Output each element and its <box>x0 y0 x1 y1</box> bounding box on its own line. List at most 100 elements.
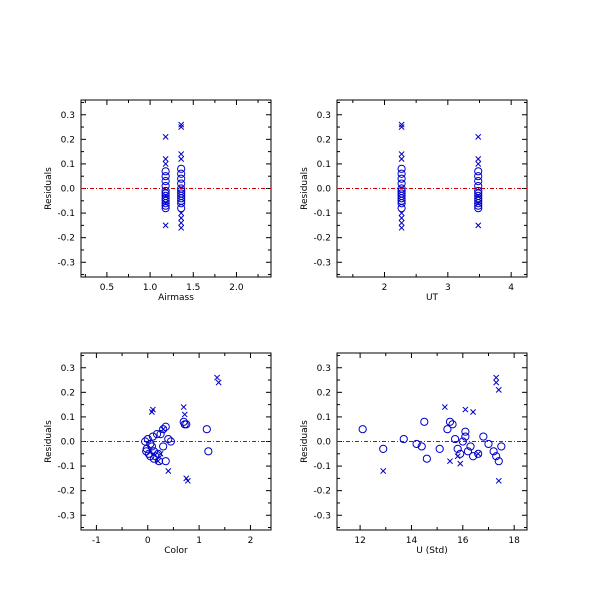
y-tick-label: 0.0 <box>61 185 76 195</box>
y-tick-label: 0.2 <box>317 135 331 145</box>
circle-marker <box>443 425 452 434</box>
circle-marker <box>435 444 444 453</box>
y-tick-label: 0.0 <box>317 438 332 448</box>
cross-marker <box>215 379 222 386</box>
circle-marker <box>453 444 462 453</box>
cross-marker <box>398 224 405 231</box>
cross-stroke <box>162 222 169 229</box>
cross-marker <box>178 215 185 221</box>
y-axis-label: Residuals <box>44 167 54 210</box>
y-tick-label: -0.3 <box>313 511 331 521</box>
circle-marker <box>164 434 173 444</box>
y-tick-label: 0.3 <box>61 364 75 374</box>
circle-marker <box>161 204 170 213</box>
circle-marker <box>397 174 406 183</box>
cross-stroke <box>475 156 482 162</box>
cross-stroke <box>160 426 167 433</box>
y-tick-label: -0.2 <box>57 234 75 244</box>
circle-marker <box>474 199 483 208</box>
circle-marker <box>445 417 455 426</box>
circle-marker <box>461 427 470 436</box>
cross-stroke <box>441 404 448 411</box>
x-axis-label: Airmass <box>158 293 194 303</box>
y-tick-label: -0.3 <box>57 511 75 521</box>
cross-marker <box>184 477 191 484</box>
circle-marker <box>161 177 170 186</box>
x-tick-label: -1 <box>92 536 101 546</box>
y-axis-label: Residuals <box>300 167 310 210</box>
cross-marker <box>475 160 482 167</box>
cross-stroke <box>157 450 164 457</box>
cross-stroke <box>178 210 185 217</box>
cross-stroke <box>214 374 221 381</box>
cross-marker <box>162 160 169 167</box>
circle-marker <box>474 177 483 186</box>
cross-marker <box>398 219 405 226</box>
cross-marker <box>178 124 185 130</box>
cross-marker <box>475 200 482 207</box>
cross-marker <box>214 374 221 381</box>
circle-marker <box>159 425 168 434</box>
cross-stroke <box>184 477 191 484</box>
circle-marker <box>448 420 457 429</box>
y-tick-label: -0.3 <box>313 258 331 268</box>
cross-marker <box>178 224 185 231</box>
x-tick-label: 14 <box>406 536 418 546</box>
cross-marker <box>457 460 464 467</box>
cross-stroke <box>178 151 185 158</box>
cross-stroke <box>178 224 185 231</box>
circle-marker <box>412 439 421 449</box>
y-axis-label: Residuals <box>44 420 54 463</box>
cross-marker <box>470 409 477 415</box>
circle-marker <box>397 194 406 203</box>
cross-stroke <box>495 386 502 393</box>
cross-marker <box>398 156 405 162</box>
circle-marker <box>420 417 429 426</box>
circle-marker <box>458 437 467 446</box>
cross-marker <box>178 121 185 128</box>
cross-marker <box>178 210 185 217</box>
cross-stroke <box>181 411 188 418</box>
cross-marker <box>447 458 453 465</box>
cross-marker <box>493 379 500 386</box>
cross-stroke <box>162 156 169 162</box>
cross-marker <box>178 219 185 226</box>
cross-stroke <box>398 210 405 217</box>
cross-marker <box>181 411 188 418</box>
y-tick-label: 0.2 <box>61 388 75 398</box>
cross-marker <box>180 404 187 411</box>
cross-marker <box>475 156 482 162</box>
y-axis-label: Residuals <box>300 420 310 463</box>
cross-marker <box>398 210 405 217</box>
circle-marker <box>494 457 503 466</box>
cross-marker <box>162 133 169 140</box>
circle-marker <box>484 439 493 449</box>
cross-stroke <box>215 379 222 386</box>
circle-marker <box>159 442 168 451</box>
circle-marker <box>474 172 483 181</box>
circle-marker <box>161 201 170 210</box>
cross-marker <box>380 468 387 474</box>
circle-marker <box>399 434 408 444</box>
circle-marker <box>474 449 483 458</box>
cross-marker <box>398 151 405 158</box>
circle-marker <box>358 425 367 434</box>
cross-marker <box>398 124 405 130</box>
circle-marker <box>161 172 170 181</box>
cross-stroke <box>148 409 155 415</box>
cross-stroke <box>493 379 500 386</box>
circle-marker <box>397 169 406 178</box>
y-tick-label: 0.3 <box>61 111 75 121</box>
x-tick-label: 2 <box>248 536 254 546</box>
circle-marker <box>154 457 164 466</box>
x-tick-label: 1 <box>196 536 202 546</box>
cross-marker <box>493 374 500 381</box>
cross-stroke <box>398 151 405 158</box>
cross-marker <box>178 156 185 162</box>
plot-panel-1: -0.3 -0.2 -0.1 0.0 0.1 0.2 0.3 0.5 1.0 1.5 2.0 Airm… <box>44 99 272 303</box>
cross-stroke <box>462 406 469 413</box>
cross-stroke <box>398 121 405 128</box>
y-tick-label: 0.1 <box>317 160 331 170</box>
cross-stroke <box>475 192 482 199</box>
circle-marker <box>463 447 473 456</box>
